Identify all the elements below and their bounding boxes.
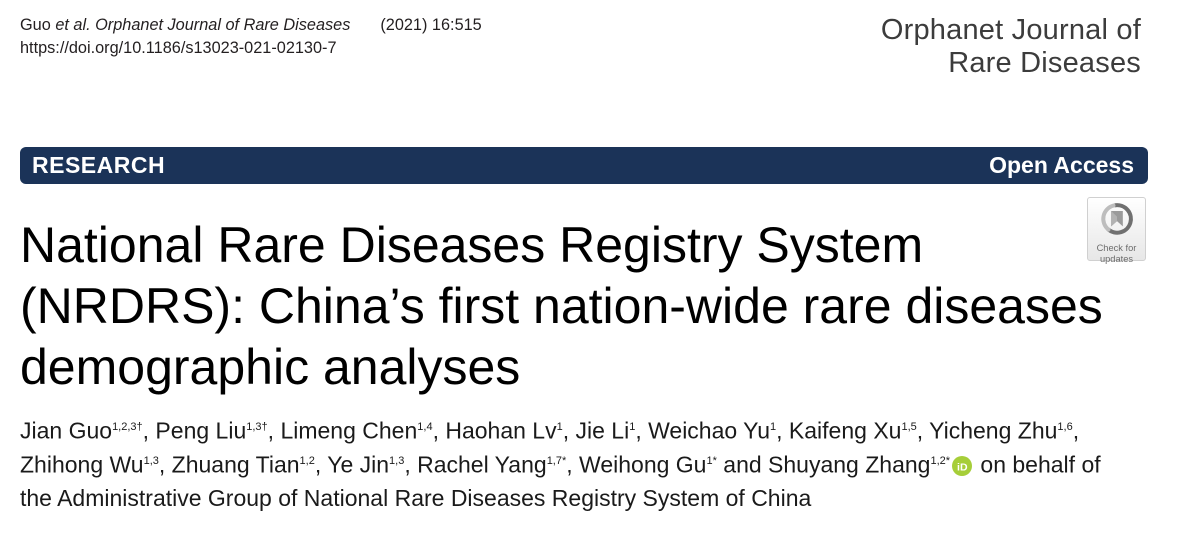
svg-text:iD: iD <box>957 462 968 474</box>
